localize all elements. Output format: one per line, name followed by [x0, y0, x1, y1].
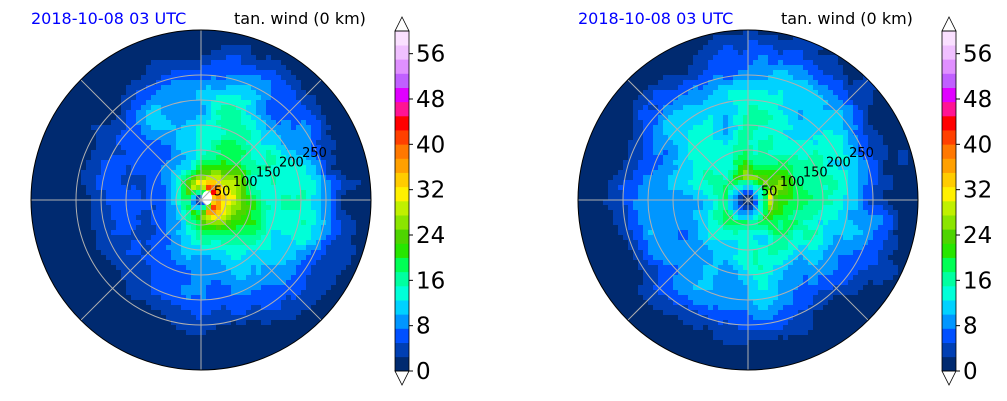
colorbar-level	[942, 130, 956, 145]
colorbar-tick-label: 56	[416, 42, 445, 68]
colorbar-level	[395, 243, 409, 258]
colorbar-level	[395, 87, 409, 103]
panel-1-colorbar-levels	[394, 16, 410, 386]
colorbar-level	[942, 73, 956, 88]
colorbar-level	[395, 172, 409, 188]
colorbar-level	[395, 59, 409, 74]
colorbar-tick-label: 0	[963, 359, 978, 385]
colorbar-level	[942, 59, 956, 74]
colorbar-level	[942, 300, 956, 315]
colorbar-tick-label: 40	[416, 132, 445, 158]
colorbar-level	[395, 144, 409, 159]
panel-1-field-title: tan. wind (0 km)	[234, 9, 366, 28]
panel-1-date-title: 2018-10-08 03 UTC	[31, 9, 186, 28]
colorbar-level	[395, 300, 409, 315]
colorbar-tick-label: 24	[416, 223, 445, 249]
panel-2-date-title: 2018-10-08 03 UTC	[578, 9, 733, 28]
panel-2-boundary	[577, 29, 919, 371]
colorbar-level	[942, 116, 956, 131]
colorbar-level	[395, 201, 409, 216]
colorbar-tick-label: 16	[963, 268, 992, 294]
colorbar-tick-label: 0	[416, 359, 431, 385]
panel-1-colorbar-ticks: 0 8 16 24 32 40 48 56	[409, 42, 445, 385]
colorbar-level	[942, 31, 956, 46]
colorbar-level	[942, 229, 956, 244]
colorbar-tick-label: 24	[963, 223, 992, 249]
colorbar-level	[942, 314, 956, 329]
panel-2: 2018-10-08 03 UTC tan. wind (0 km) 50100…	[577, 9, 992, 386]
panel-2-polar-grid	[578, 30, 918, 370]
colorbar-level	[395, 158, 409, 173]
panel-1-colorbar: 0 8 16 24 32 40 48 56	[394, 16, 445, 386]
colorbar-level	[395, 356, 409, 372]
colorbar-tick-label: 40	[963, 132, 992, 158]
panel-2-field-title: tan. wind (0 km)	[781, 9, 913, 28]
radial-tick-label: 100	[233, 175, 258, 190]
colorbar-level	[942, 201, 956, 216]
panel-1-polar-grid	[31, 30, 371, 370]
radial-tick-label: 50	[761, 184, 778, 199]
colorbar-level	[942, 186, 956, 202]
colorbar-tick-label: 32	[416, 178, 445, 204]
colorbar-level	[395, 342, 409, 358]
colorbar-level	[395, 215, 409, 230]
colorbar-level	[395, 314, 409, 329]
radial-tick-label: 50	[214, 184, 231, 199]
colorbar-extend-max	[941, 16, 957, 32]
panel-2-colorbar: 0 8 16 24 32 40 48 56	[941, 16, 992, 386]
colorbar-level	[395, 186, 409, 202]
colorbar-tick-label: 56	[963, 42, 992, 68]
colorbar-extend-max	[394, 16, 410, 32]
colorbar-level	[395, 31, 409, 46]
colorbar-level	[395, 116, 409, 131]
radial-tick-label: 200	[826, 156, 851, 171]
colorbar-tick-label: 48	[416, 87, 445, 113]
colorbar-level	[942, 158, 956, 173]
colorbar-level	[395, 286, 409, 301]
colorbar-level	[395, 229, 409, 244]
colorbar-level	[942, 286, 956, 301]
panel-2-colorbar-levels	[941, 16, 957, 386]
colorbar-level	[942, 172, 956, 188]
colorbar-level	[942, 87, 956, 103]
colorbar-level	[395, 130, 409, 145]
colorbar-level	[395, 101, 409, 117]
colorbar-tick-label: 8	[416, 314, 431, 340]
colorbar-level	[942, 101, 956, 117]
colorbar-tick-label: 16	[416, 268, 445, 294]
colorbar-level	[395, 271, 409, 287]
radial-tick-label: 100	[780, 175, 805, 190]
radial-tick-label: 200	[279, 156, 304, 171]
colorbar-level	[942, 328, 956, 343]
colorbar-level	[942, 243, 956, 258]
colorbar-tick-label: 8	[963, 314, 978, 340]
radial-tick-label: 150	[803, 165, 828, 180]
panel-1-boundary	[30, 29, 372, 371]
colorbar-tick-label: 48	[963, 87, 992, 113]
colorbar-level	[395, 45, 409, 60]
radial-tick-label: 250	[302, 146, 327, 161]
panel-2-colorbar-ticks: 0 8 16 24 32 40 48 56	[956, 42, 992, 385]
colorbar-level	[942, 356, 956, 372]
colorbar-level	[942, 257, 956, 273]
colorbar-level	[395, 73, 409, 88]
colorbar-level	[395, 257, 409, 273]
panel-1: 2018-10-08 03 UTC tan. wind (0 km) 50100…	[30, 9, 445, 386]
radial-tick-label: 150	[256, 165, 281, 180]
colorbar-level	[395, 328, 409, 343]
colorbar-extend-min	[394, 370, 410, 386]
colorbar-level	[942, 215, 956, 230]
colorbar-level	[942, 45, 956, 60]
colorbar-level	[942, 271, 956, 287]
colorbar-tick-label: 32	[963, 178, 992, 204]
colorbar-level	[942, 342, 956, 358]
radial-tick-label: 250	[849, 146, 874, 161]
colorbar-level	[942, 144, 956, 159]
colorbar-extend-min	[941, 370, 957, 386]
